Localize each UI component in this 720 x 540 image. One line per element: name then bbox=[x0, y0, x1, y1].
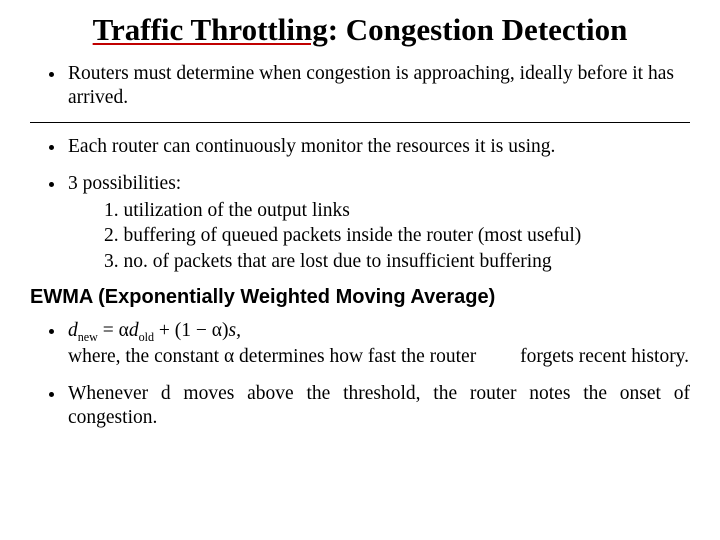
bullet-3-intro: 3 possibilities: bbox=[68, 173, 181, 194]
slide-title: Traffic Throttling: Congestion Detection bbox=[30, 12, 690, 48]
bullet-3: 3 possibilities: 1. utilization of the o… bbox=[66, 172, 690, 274]
bullet-2: Each router can continuously monitor the… bbox=[66, 135, 690, 159]
bullet-1: Routers must determine when congestion i… bbox=[66, 62, 690, 111]
formula-desc-gap: forgets bbox=[520, 346, 574, 367]
d-old-var: d bbox=[129, 320, 139, 341]
d-new-sub: new bbox=[78, 330, 98, 344]
formula-eq: = α bbox=[98, 320, 129, 341]
title-rest: : Congestion Detection bbox=[328, 12, 628, 47]
d-old-sub: old bbox=[139, 330, 154, 344]
slide-container: Traffic Throttling: Congestion Detection… bbox=[0, 0, 720, 540]
bullet-list-bottom: dnew = αdold + (1 − α)s, where, the cons… bbox=[30, 319, 690, 430]
sub-2: 2. buffering of queued packets inside th… bbox=[104, 223, 690, 248]
formula-desc-pre: where, the constant α determines how fas… bbox=[68, 346, 476, 367]
s-var: s, bbox=[228, 320, 240, 341]
formula-rhs2: + (1 − α) bbox=[154, 320, 228, 341]
bullet-3-sublist: 1. utilization of the output links 2. bu… bbox=[104, 198, 690, 274]
sub-1: 1. utilization of the output links bbox=[104, 198, 690, 223]
title-underlined: Traffic Throttling bbox=[93, 12, 328, 47]
bullet-list-mid: Each router can continuously monitor the… bbox=[30, 135, 690, 274]
last-bullet: Whenever d moves above the threshold, th… bbox=[66, 382, 690, 431]
formula-line: dnew = αdold + (1 − α)s, bbox=[68, 320, 241, 341]
d-new-var: d bbox=[68, 320, 78, 341]
formula-bullet: dnew = αdold + (1 − α)s, where, the cons… bbox=[66, 319, 690, 369]
formula-desc-post: recent history. bbox=[579, 346, 689, 367]
separator-1 bbox=[30, 122, 690, 123]
ewma-heading: EWMA (Exponentially Weighted Moving Aver… bbox=[30, 286, 690, 309]
bullet-list-top: Routers must determine when congestion i… bbox=[30, 62, 690, 111]
formula-desc: where, the constant α determines how fas… bbox=[68, 345, 690, 369]
sub-3: 3. no. of packets that are lost due to i… bbox=[104, 249, 690, 274]
